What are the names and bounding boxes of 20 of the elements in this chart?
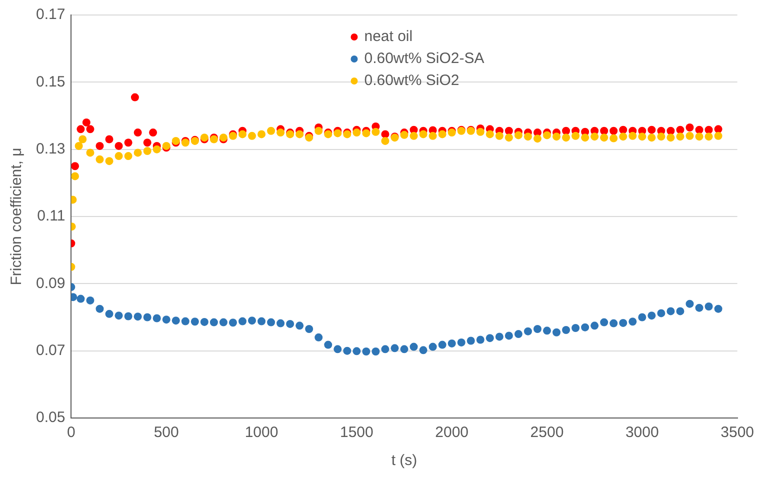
x-tick-label: 0 [67, 424, 76, 442]
x-tick-label: 500 [154, 424, 179, 442]
y-tick-label: 0.17 [36, 6, 66, 24]
y-axis-title: Friction coefficient, μ [8, 148, 26, 286]
legend-label: 0.60wt% SiO2-SA [364, 50, 484, 68]
y-tick-label: 0.05 [36, 409, 66, 426]
y-tick-label: 0.11 [37, 208, 66, 225]
x-tick-label: 2500 [530, 424, 564, 442]
y-tick-label: 0.13 [36, 140, 66, 158]
x-axis-title: t (s) [391, 452, 418, 470]
x-tick-label: 3000 [625, 424, 659, 442]
legend-label: neat oil [364, 28, 413, 46]
legend-label: 0.60wt% SiO2 [364, 72, 460, 90]
y-tick-label: 0.07 [36, 342, 66, 359]
y-tick-label: 0.15 [36, 73, 66, 90]
y-tick-label: 0.09 [36, 274, 66, 292]
x-tick-label: 1500 [340, 424, 374, 442]
x-tick-label: 1000 [244, 424, 278, 442]
x-tick-label: 2000 [435, 424, 469, 442]
x-tick-label: 3500 [720, 424, 754, 442]
